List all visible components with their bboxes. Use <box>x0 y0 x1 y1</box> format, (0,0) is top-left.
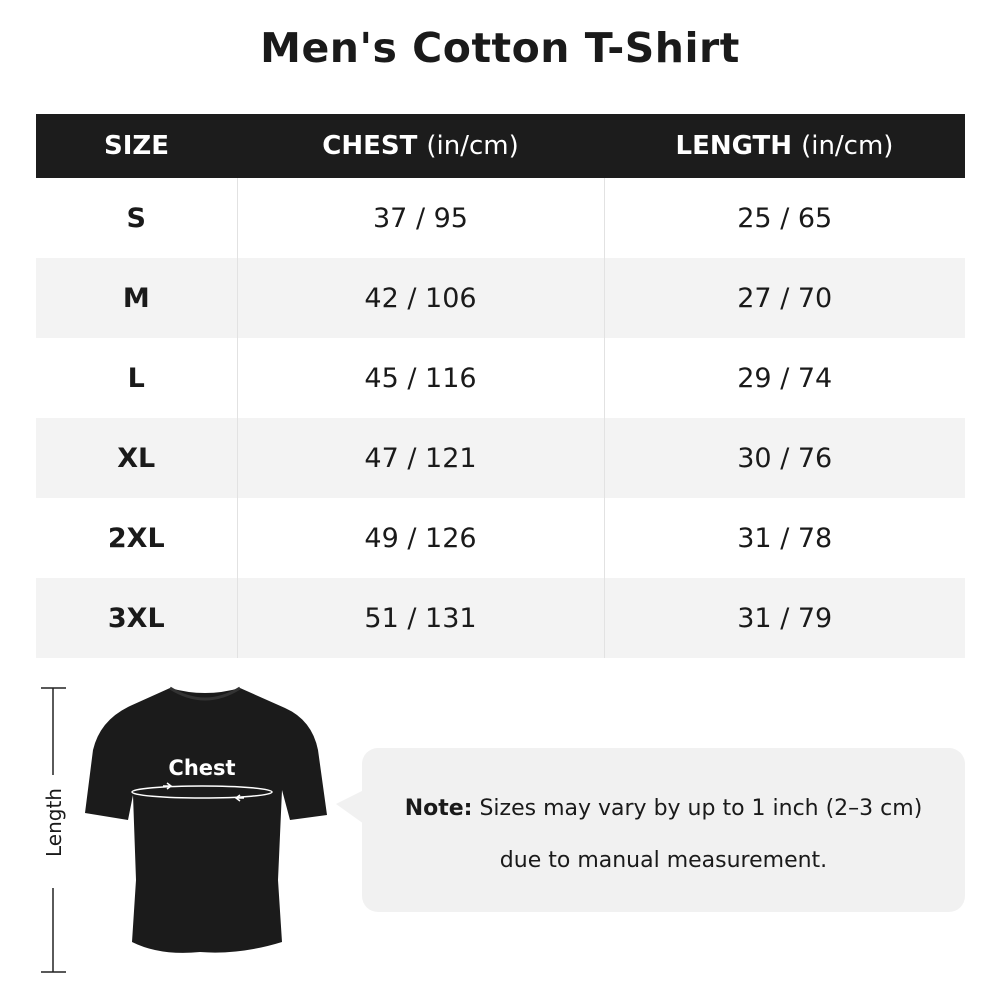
table-row: M 42 / 106 27 / 70 <box>36 258 965 338</box>
header-label: CHEST <box>322 131 418 161</box>
table-row: S 37 / 95 25 / 65 <box>36 178 965 258</box>
size-cell: 2XL <box>36 498 238 578</box>
size-cell: 3XL <box>36 578 238 658</box>
chest-cell: 45 / 116 <box>237 338 605 418</box>
length-cell: 31 / 78 <box>737 522 833 554</box>
chest-label: Chest <box>168 756 236 780</box>
note-prefix: Note: <box>404 796 473 821</box>
chest-cell: 49 / 126 <box>237 498 605 578</box>
header-unit: (in/cm) <box>426 131 519 161</box>
size-cell: S <box>36 178 238 258</box>
table-row: 3XL 51 / 131 31 / 79 <box>36 578 965 658</box>
note-text: Sizes may vary by up to 1 inch (2–3 cm) <box>479 796 923 821</box>
table-row: L 45 / 116 29 / 74 <box>36 338 965 418</box>
length-cell: 25 / 65 <box>737 202 833 234</box>
header-length: LENGTH (in/cm) <box>604 114 965 178</box>
note-line-1: Note: Sizes may vary by up to 1 inch (2–… <box>362 796 965 821</box>
length-cell: 31 / 79 <box>604 578 965 658</box>
chest-measure-ellipse <box>131 782 273 802</box>
table-row: XL 47 / 121 30 / 76 <box>36 418 965 498</box>
header-chest: CHEST (in/cm) <box>237 114 604 178</box>
length-label: Length <box>42 788 66 857</box>
header-unit: (in/cm) <box>801 131 894 161</box>
length-cell: 30 / 76 <box>604 418 965 498</box>
page-title: Men's Cotton T-Shirt <box>260 24 740 72</box>
chest-cell: 42 / 106 <box>237 258 605 338</box>
size-table: SIZE CHEST (in/cm) LENGTH (in/cm) S 37 / … <box>36 114 965 658</box>
note-line-2: due to manual measurement. <box>499 848 828 873</box>
size-cell: L <box>36 338 238 418</box>
chest-cell: 37 / 95 <box>237 178 605 258</box>
table-header: SIZE CHEST (in/cm) LENGTH (in/cm) <box>36 114 965 178</box>
size-cell: M <box>36 258 238 338</box>
tshirt-diagram <box>41 686 327 973</box>
table-row: 2XL 49 / 126 31 / 78 <box>36 498 965 578</box>
chest-cell: 51 / 131 <box>237 578 605 658</box>
length-cell: 27 / 70 <box>604 258 965 338</box>
chest-cell: 47 / 121 <box>237 418 605 498</box>
tshirt-icon <box>85 688 327 953</box>
note-bubble: Note: Sizes may vary by up to 1 inch (2–… <box>362 748 965 912</box>
header-size: SIZE <box>36 114 237 178</box>
header-label: SIZE <box>103 131 169 161</box>
length-cell: 29 / 74 <box>737 362 833 394</box>
note-bubble-tail <box>336 790 364 824</box>
header-label: LENGTH <box>675 131 793 161</box>
size-cell: XL <box>36 418 238 498</box>
length-measure-line <box>41 687 66 973</box>
